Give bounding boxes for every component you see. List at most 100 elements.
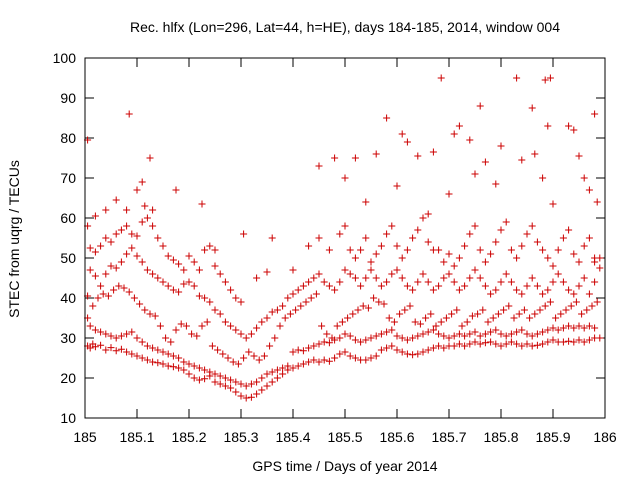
data-point xyxy=(409,234,417,242)
data-point xyxy=(520,306,528,314)
data-point xyxy=(315,340,323,348)
data-point xyxy=(164,282,172,290)
data-point xyxy=(237,380,245,388)
data-point xyxy=(487,338,495,346)
data-point xyxy=(513,286,521,294)
data-point xyxy=(255,356,263,364)
data-point xyxy=(570,290,578,298)
data-point xyxy=(123,348,131,356)
data-point xyxy=(367,354,375,362)
data-point xyxy=(310,356,318,364)
data-point xyxy=(305,278,313,286)
data-point xyxy=(466,136,474,144)
data-point xyxy=(271,334,279,342)
data-point xyxy=(593,298,601,306)
data-point xyxy=(554,326,562,334)
data-point xyxy=(393,182,401,190)
data-point xyxy=(141,202,149,210)
data-point xyxy=(201,294,209,302)
data-point xyxy=(143,266,151,274)
data-point xyxy=(94,294,102,302)
data-point xyxy=(177,320,185,328)
data-point xyxy=(450,332,458,340)
data-point xyxy=(268,234,276,242)
data-point xyxy=(442,314,450,322)
data-point xyxy=(445,334,453,342)
data-point xyxy=(544,326,552,334)
data-point xyxy=(570,250,578,258)
data-point xyxy=(232,378,240,386)
data-point xyxy=(494,310,502,318)
data-point xyxy=(320,278,328,286)
data-point xyxy=(471,222,479,230)
data-point xyxy=(354,306,362,314)
data-point xyxy=(175,288,183,296)
data-point xyxy=(398,348,406,356)
data-point xyxy=(572,298,580,306)
data-point xyxy=(234,360,242,368)
data-point xyxy=(331,354,339,362)
data-point xyxy=(570,338,578,346)
data-point xyxy=(487,290,495,298)
data-point xyxy=(414,226,422,234)
data-point xyxy=(474,310,482,318)
data-point xyxy=(559,234,567,242)
data-point xyxy=(120,284,128,292)
data-point xyxy=(164,252,172,260)
data-point xyxy=(463,318,471,326)
y-tick-label: 20 xyxy=(60,370,76,386)
data-point xyxy=(455,286,463,294)
data-point xyxy=(546,74,554,82)
data-point xyxy=(507,330,515,338)
data-point xyxy=(362,336,370,344)
data-point xyxy=(445,250,453,258)
data-point xyxy=(471,338,479,346)
data-point xyxy=(435,330,443,338)
data-point xyxy=(299,282,307,290)
data-point xyxy=(299,360,307,368)
data-point xyxy=(279,302,287,310)
data-point xyxy=(276,322,284,330)
data-point xyxy=(500,306,508,314)
data-point xyxy=(253,274,261,282)
data-point xyxy=(138,178,146,186)
data-point xyxy=(253,390,261,398)
data-point xyxy=(351,154,359,162)
data-point xyxy=(198,200,206,208)
x-tick-label: 185.5 xyxy=(327,429,362,445)
data-point xyxy=(398,274,406,282)
data-point xyxy=(149,358,157,366)
data-point xyxy=(445,270,453,278)
data-point xyxy=(471,328,479,336)
data-point xyxy=(289,348,297,356)
data-point xyxy=(481,282,489,290)
data-point xyxy=(102,206,110,214)
data-point xyxy=(245,348,253,356)
data-point xyxy=(383,230,391,238)
data-point xyxy=(190,362,198,370)
data-point xyxy=(253,324,261,332)
data-point xyxy=(266,342,274,350)
x-tick-label: 185.8 xyxy=(483,429,518,445)
data-point xyxy=(481,339,489,347)
data-point xyxy=(492,340,500,348)
data-point xyxy=(372,352,380,360)
data-point xyxy=(510,314,518,322)
data-point xyxy=(497,226,505,234)
data-point xyxy=(91,272,99,280)
data-point xyxy=(541,302,549,310)
data-point xyxy=(377,330,385,338)
data-point xyxy=(164,350,172,358)
data-point xyxy=(526,314,534,322)
data-point xyxy=(117,226,125,234)
data-point xyxy=(346,352,354,360)
data-point xyxy=(518,156,526,164)
y-tick-label: 100 xyxy=(53,50,77,66)
data-point xyxy=(419,214,427,222)
data-point xyxy=(414,332,422,340)
data-point xyxy=(359,302,367,310)
data-point xyxy=(539,290,547,298)
data-point xyxy=(513,254,521,262)
data-point xyxy=(455,122,463,130)
data-point xyxy=(281,314,289,322)
